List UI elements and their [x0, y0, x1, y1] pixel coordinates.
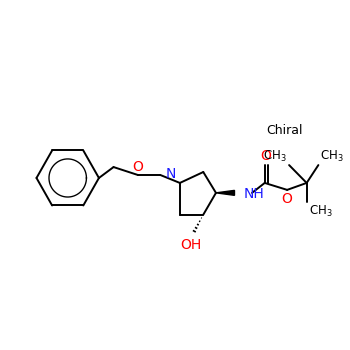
Text: OH: OH	[180, 238, 201, 252]
Text: O: O	[282, 192, 293, 206]
Text: CH$_3$: CH$_3$	[264, 149, 287, 164]
Text: NH: NH	[243, 187, 264, 201]
Polygon shape	[216, 190, 234, 195]
Text: N: N	[166, 167, 176, 181]
Text: CH$_3$: CH$_3$	[309, 204, 332, 219]
Text: CH$_3$: CH$_3$	[320, 149, 344, 164]
Text: O: O	[133, 160, 144, 174]
Text: O: O	[260, 149, 271, 163]
Text: Chiral: Chiral	[266, 124, 302, 137]
